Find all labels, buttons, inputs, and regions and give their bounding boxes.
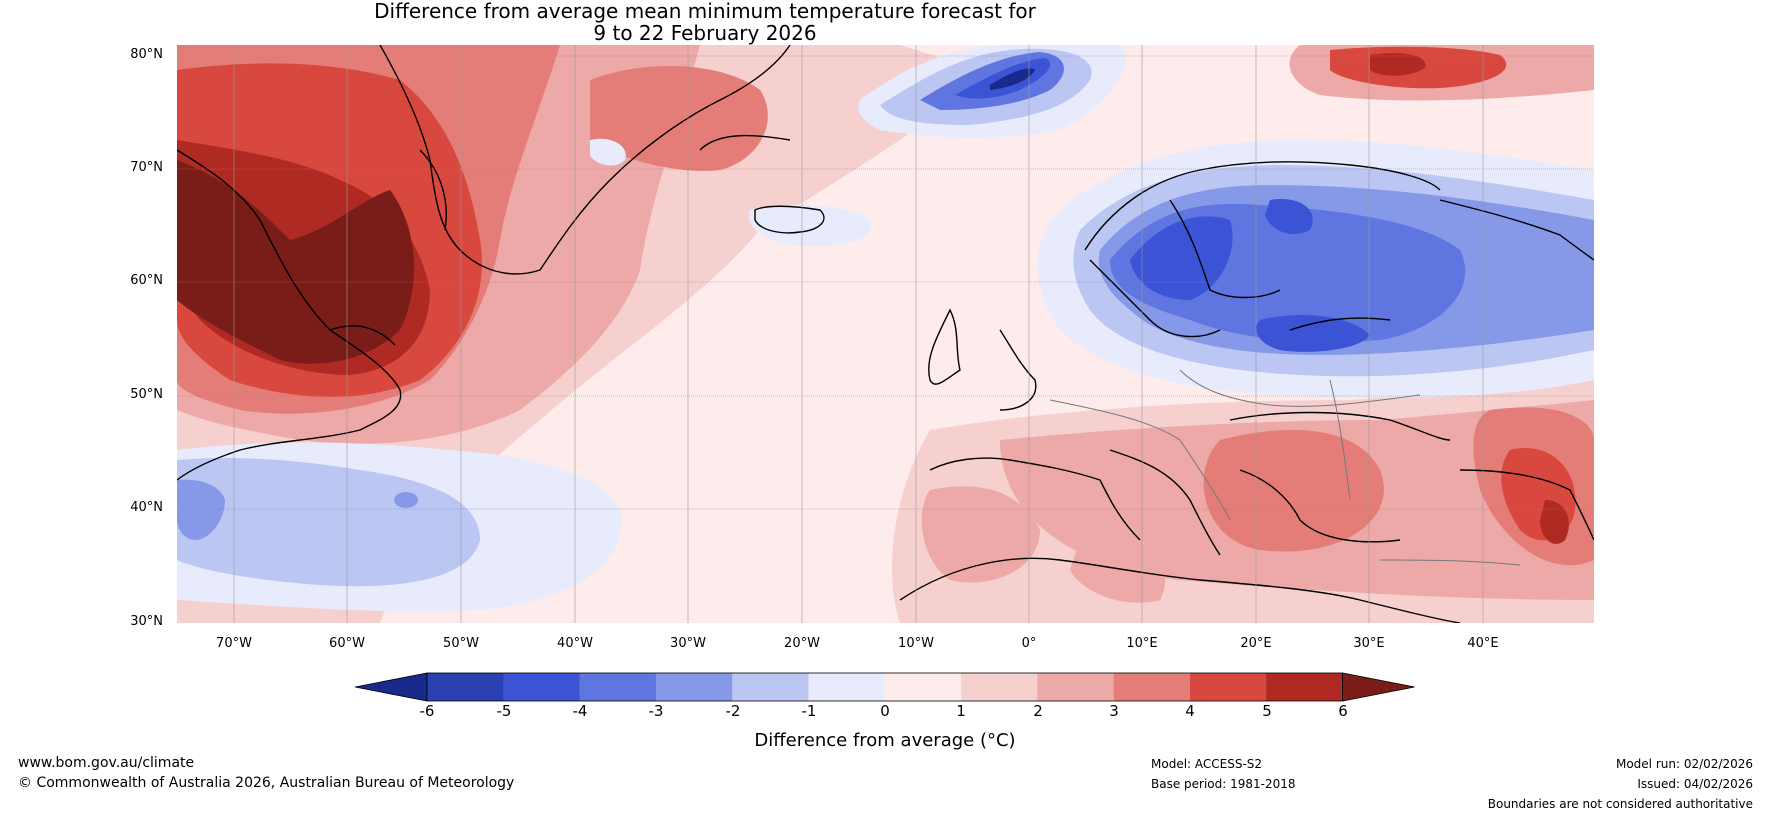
- meridians: [233, 45, 1484, 623]
- temperature-anomaly-field: [177, 45, 1594, 623]
- colorbar-tick: 6: [1338, 702, 1348, 720]
- lat-label-50n: 50°N: [130, 387, 163, 402]
- base-period: Base period: 1981-2018: [1151, 777, 1296, 791]
- colorbar-segment: [655, 673, 733, 701]
- colorbar-segment: [884, 673, 962, 701]
- boundaries-disclaimer: Boundaries are not considered authoritat…: [1487, 797, 1753, 811]
- issued-date: Issued: 04/02/2026: [1637, 777, 1753, 791]
- colorbar-segment: [427, 673, 504, 701]
- lon-label-60w: 60°W: [329, 636, 365, 651]
- colorbar-segment: [503, 673, 581, 701]
- colorbar: [354, 672, 1415, 702]
- colorbar-tick: -1: [801, 702, 817, 720]
- colorbar-tick: 3: [1109, 702, 1119, 720]
- lon-label-40w: 40°W: [557, 636, 593, 651]
- colorbar-segment: [1113, 673, 1191, 701]
- colorbar-segment: [579, 673, 657, 701]
- colorbar-frame: [426, 672, 1343, 702]
- lat-label-60n: 60°N: [130, 273, 163, 288]
- lon-label-10w: 10°W: [898, 636, 934, 651]
- model-name: Model: ACCESS-S2: [1151, 757, 1263, 771]
- colorbar-tick: -6: [419, 702, 435, 720]
- lat-label-40n: 40°N: [130, 500, 163, 515]
- colorbar-tick: 1: [956, 702, 966, 720]
- lon-label-50w: 50°W: [443, 636, 479, 651]
- lat-label-30n: 30°N: [130, 614, 163, 629]
- lat-label-80n: 80°N: [130, 47, 163, 62]
- colorbar-tick: -4: [572, 702, 588, 720]
- colorbar-tick: -5: [496, 702, 512, 720]
- lon-label-70w: 70°W: [216, 636, 252, 651]
- colorbar-tick: 2: [1033, 702, 1043, 720]
- colorbar-segment: [1037, 673, 1115, 701]
- copyright-text: © Commonwealth of Australia 2026, Austra…: [18, 775, 515, 791]
- lon-label-40e: 40°E: [1467, 636, 1499, 651]
- colorbar-segment: [808, 673, 886, 701]
- lon-label-30w: 30°W: [670, 636, 706, 651]
- map-title-line2: 9 to 22 February 2026: [593, 21, 817, 45]
- colorbar-extend-high: [1342, 672, 1415, 702]
- coastline-outlines: [177, 45, 1594, 623]
- colorbar-segment: [1266, 673, 1344, 701]
- colorbar-label: Difference from average (°C): [754, 730, 1016, 751]
- lon-label-20e: 20°E: [1240, 636, 1272, 651]
- colorbar-segment: [961, 673, 1038, 701]
- lat-label-70n: 70°N: [130, 160, 163, 175]
- colorbar-tick: -2: [725, 702, 741, 720]
- colorbar-segment: [1190, 673, 1267, 701]
- lon-label-20w: 20°W: [784, 636, 820, 651]
- colorbar-tick: 0: [880, 702, 890, 720]
- colorbar-segment: [732, 673, 809, 701]
- colorbar-extend-low: [354, 672, 428, 702]
- lon-label-30e: 30°E: [1353, 636, 1385, 651]
- colorbar-tick: 4: [1185, 702, 1195, 720]
- country-borders: [1049, 369, 1521, 566]
- lon-label-10e: 10°E: [1126, 636, 1158, 651]
- lon-label-0: 0°: [1021, 636, 1037, 651]
- website-link[interactable]: www.bom.gov.au/climate: [18, 755, 195, 771]
- graticule: [177, 55, 1594, 510]
- colorbar-tick: -3: [648, 702, 664, 720]
- map-title-line1: Difference from average mean minimum tem…: [374, 0, 1036, 23]
- colorbar-tick: 5: [1262, 702, 1272, 720]
- model-run-date: Model run: 02/02/2026: [1615, 757, 1753, 771]
